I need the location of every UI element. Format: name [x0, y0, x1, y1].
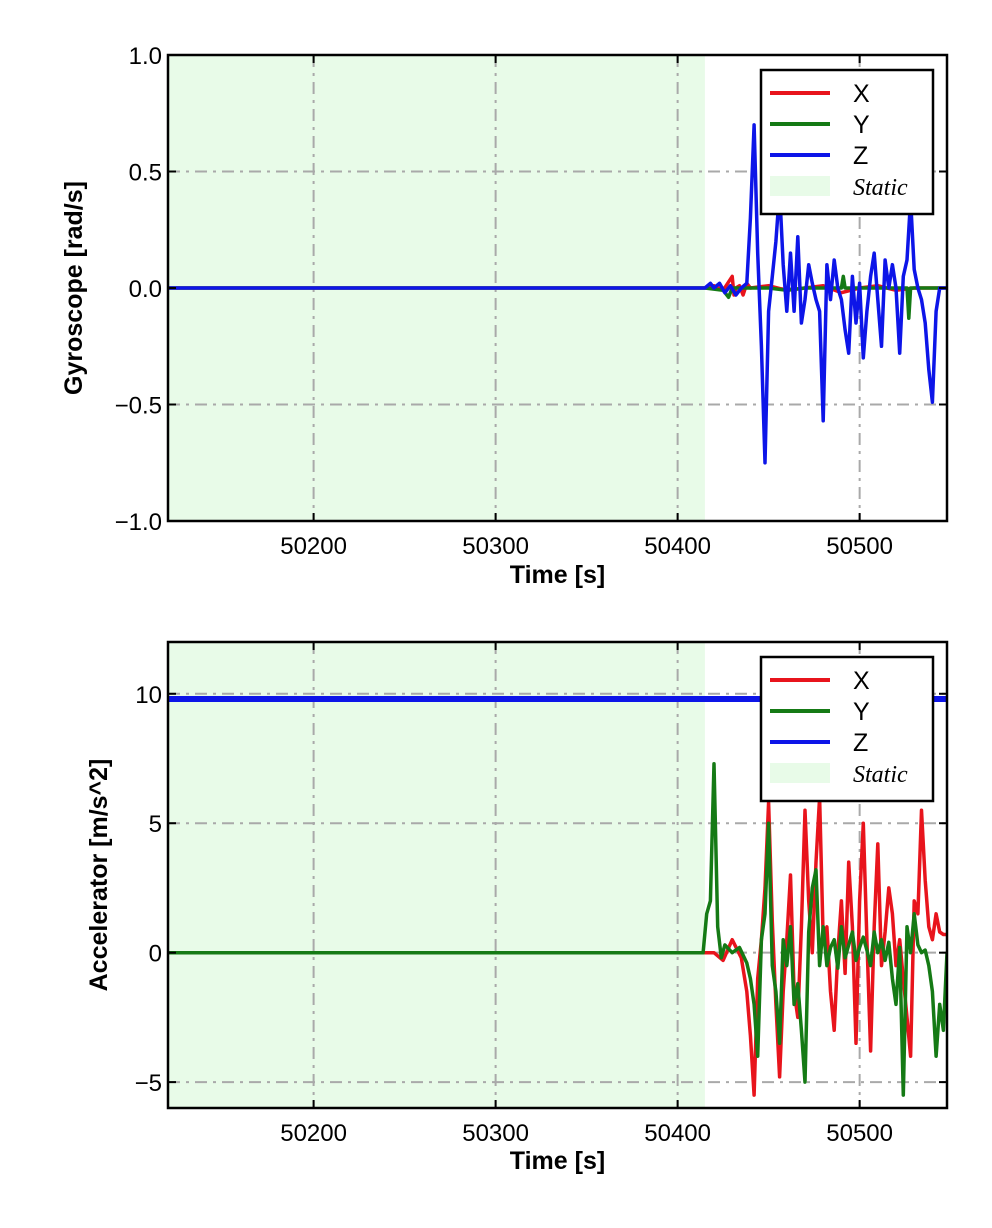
x-tick-label: 50400	[644, 1120, 711, 1147]
legend: XYZ Static	[759, 655, 935, 803]
y-tick-label: 0.0	[129, 276, 162, 303]
y-tick-label: 1.0	[129, 43, 162, 70]
accelerometer-chart: 50200 50300 50400 50500 −5 0 5 10 Time [s] Accele…	[85, 640, 949, 1175]
static-region	[168, 642, 705, 1108]
x-tick-label: 50500	[826, 1120, 893, 1147]
z-series-legend-label: Z	[853, 142, 868, 170]
x-tick-label: 50300	[462, 1120, 529, 1147]
static-legend-swatch	[770, 176, 830, 196]
y-series-legend-label: Y	[853, 698, 870, 726]
y-series-line	[168, 274, 947, 321]
static-legend-swatch	[770, 763, 830, 783]
y-axis-label: Accelerator [m/s^2]	[85, 759, 113, 992]
x-axis-label: Time [s]	[510, 1147, 605, 1175]
x-series-legend-label: X	[853, 80, 870, 108]
legend: XYZ Static	[759, 68, 935, 216]
static-legend-label: Static	[853, 175, 908, 201]
z-series-line	[168, 123, 947, 465]
x-tick-label: 50300	[462, 533, 529, 560]
y-series-legend-label: Y	[853, 111, 870, 139]
y-tick-label: −0.5	[115, 393, 162, 420]
x-tick-label: 50400	[644, 533, 711, 560]
x-tick-label: 50200	[280, 533, 347, 560]
plot-frame	[166, 640, 949, 1110]
y-series-line	[168, 761, 947, 1097]
y-axis-label: Gyroscope [rad/s]	[60, 181, 88, 395]
gyroscope-chart: 50200 50300 50400 50500 −1.0 −0.5 0.0 0.5 1.0 Tim…	[60, 43, 949, 589]
y-tick-label: 0.5	[129, 160, 162, 187]
y-tick-label: 0	[149, 941, 162, 968]
y-tick-label: 10	[135, 682, 162, 709]
x-tick-label: 50500	[826, 533, 893, 560]
x-axis-label: Time [s]	[510, 561, 605, 589]
y-tick-label: −1.0	[115, 509, 162, 536]
z-series-legend-label: Z	[853, 729, 868, 757]
y-tick-label: −5	[135, 1070, 162, 1097]
x-series-legend-label: X	[853, 667, 870, 695]
x-tick-label: 50200	[280, 1120, 347, 1147]
y-tick-label: 5	[149, 811, 162, 838]
static-legend-label: Static	[853, 762, 908, 788]
